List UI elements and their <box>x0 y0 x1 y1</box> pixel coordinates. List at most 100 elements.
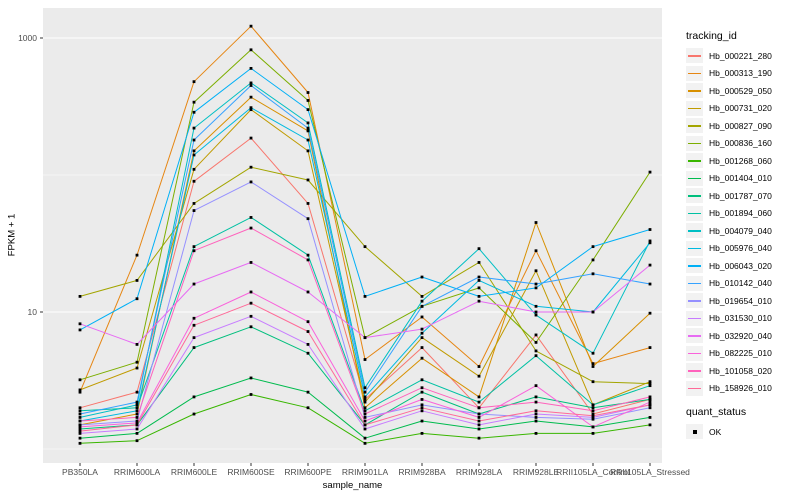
legend-item-label: Hb_101058_020 <box>709 365 772 376</box>
data-point <box>306 108 310 112</box>
legend-key <box>686 275 703 291</box>
x-tick-label: RRII105LA_Stressed <box>610 467 690 477</box>
data-point <box>78 423 82 427</box>
data-point <box>477 400 481 404</box>
data-point <box>135 421 139 425</box>
data-point <box>477 294 481 298</box>
panel-background <box>43 8 662 463</box>
legend-key <box>686 48 703 64</box>
data-point <box>78 378 82 382</box>
legend-item: Hb_001404_010 <box>686 170 798 188</box>
data-point <box>78 425 82 429</box>
data-point <box>192 412 196 416</box>
x-tick-label: RRIM600LE <box>171 467 218 477</box>
data-point <box>534 304 538 308</box>
data-point <box>477 365 481 368</box>
data-point <box>135 431 139 435</box>
data-point <box>192 336 196 340</box>
data-point <box>192 395 196 399</box>
data-point <box>192 149 196 153</box>
data-point <box>78 412 82 416</box>
data-point <box>192 167 196 171</box>
legend-key <box>686 363 703 379</box>
data-point <box>591 414 595 418</box>
legend-key <box>686 345 703 361</box>
data-point <box>78 388 82 392</box>
data-point <box>135 360 139 364</box>
data-point <box>249 325 253 329</box>
data-point <box>135 423 139 427</box>
data-point <box>78 390 82 394</box>
legend-item: Hb_001787_070 <box>686 187 798 205</box>
legend-line-swatch <box>688 160 701 162</box>
data-point <box>648 170 652 174</box>
data-point <box>534 416 538 419</box>
data-point <box>648 403 652 407</box>
legend-item: Hb_000313_190 <box>686 65 798 83</box>
data-point <box>648 384 652 388</box>
data-point <box>591 380 595 384</box>
legend-key <box>686 65 703 81</box>
legend-title-quant-status: quant_status <box>686 406 747 418</box>
data-point <box>192 100 196 104</box>
data-point <box>363 390 367 394</box>
data-point <box>363 427 367 431</box>
data-point <box>192 138 196 142</box>
data-point <box>249 108 253 112</box>
legend-key <box>686 293 703 309</box>
data-point <box>363 423 367 427</box>
data-point <box>306 138 310 142</box>
data-point <box>135 416 139 419</box>
legend-item-label: Hb_032920_040 <box>709 330 772 341</box>
data-point <box>534 349 538 353</box>
data-point <box>306 253 310 257</box>
data-point <box>192 346 196 349</box>
x-tick-label: RRIM901LA <box>342 467 389 477</box>
data-point <box>534 431 538 435</box>
legend-key <box>686 424 703 440</box>
legend-item: Hb_000827_090 <box>686 117 798 135</box>
data-point <box>534 395 538 399</box>
data-point <box>135 419 139 423</box>
data-point <box>477 416 481 419</box>
data-point <box>192 316 196 320</box>
data-point <box>648 263 652 267</box>
data-point <box>477 436 481 440</box>
data-point <box>78 419 82 423</box>
legend-item: Hb_000731_020 <box>686 100 798 118</box>
x-tick-label: RRII105LA_Control <box>556 467 630 477</box>
data-point <box>477 247 481 251</box>
legend-item: Hb_000529_050 <box>686 82 798 100</box>
data-point <box>78 431 82 435</box>
data-point <box>249 393 253 396</box>
data-point <box>249 48 253 52</box>
legend-quant-status: quant_status OK <box>686 406 798 441</box>
legend-item-label: Hb_005976_040 <box>709 243 772 254</box>
legend-key <box>686 258 703 274</box>
legend-line-swatch <box>688 352 701 355</box>
data-point <box>306 178 310 182</box>
legend-key <box>686 328 703 344</box>
data-point <box>648 380 652 384</box>
data-point <box>135 406 139 410</box>
data-point <box>363 294 367 298</box>
data-point <box>420 327 424 331</box>
data-point <box>420 390 424 394</box>
data-point <box>420 346 424 349</box>
legend-line-swatch <box>688 212 701 215</box>
legend-item-label: Hb_000529_050 <box>709 85 772 96</box>
data-point <box>477 374 481 378</box>
data-point <box>477 261 481 264</box>
data-point <box>591 362 595 366</box>
data-point <box>363 412 367 416</box>
data-point <box>477 419 481 423</box>
data-point <box>591 409 595 413</box>
legend-item: Hb_082225_010 <box>686 345 798 363</box>
data-point <box>420 398 424 401</box>
legend-item: Hb_004079_040 <box>686 222 798 240</box>
legend-item: Hb_005976_040 <box>686 240 798 258</box>
data-point <box>591 417 595 421</box>
data-point <box>363 419 367 423</box>
data-point <box>477 427 481 431</box>
legend-item: Hb_010142_040 <box>686 275 798 293</box>
